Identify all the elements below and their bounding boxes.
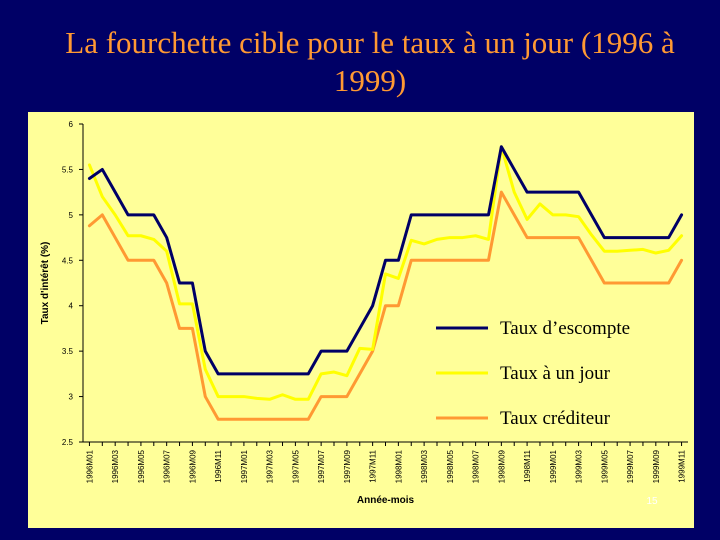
y-tick-label: 5.5 [62,165,74,174]
x-tick-label: 1999M01 [549,449,558,483]
legend-label: Taux d’escompte [500,318,630,339]
y-tick-label: 3 [69,393,74,402]
x-tick-label: 1999M11 [678,449,687,482]
y-axis-title: Taux d'intérêt (%) [40,242,51,325]
x-tick-label: 1997M09 [343,449,352,483]
x-tick-label: 1998M05 [446,449,455,483]
x-tick-label: 1996M09 [188,449,197,483]
x-tick-label: 1998M07 [472,449,481,483]
x-tick-label: 1997M07 [317,449,326,483]
series-line-taux-cr-diteur [87,190,684,421]
x-tick-label: 1996M03 [111,449,120,483]
x-tick-label: 1996M05 [137,449,146,483]
y-tick-label: 4 [69,302,74,311]
y-tick-label: 4.5 [62,256,74,265]
line-chart: 2.5 3 3.5 4 4.5 5 5.5 6 1996M01 1996M03 1996M05 199… [40,120,688,506]
y-tick-label: 5 [69,211,74,220]
x-tick-label: 1997M03 [266,449,275,483]
x-axis-title: Année-mois [357,495,415,506]
chart-area: 2.5 3 3.5 4 4.5 5 5.5 6 1996M01 1996M03 1996M05 199… [28,112,694,528]
x-tick-label: 1996M11 [214,449,223,482]
y-tick-label: 2.5 [62,438,74,447]
x-tick-label: 1997M01 [240,449,249,483]
x-tick-label: 1999M07 [626,449,635,483]
x-tick-label: 1997M11 [369,449,378,482]
x-tick-label: 1997M05 [291,449,300,483]
x-tick-label: 1996M01 [85,449,94,483]
y-tick-label: 6 [69,120,74,129]
x-tick-label: 1998M03 [420,449,429,483]
y-tick-label: 3.5 [62,347,74,356]
x-tick-label: 1996M07 [163,449,172,483]
x-tick-label: 1999M05 [600,449,609,483]
slide-title: La fourchette cible pour le taux à un jo… [65,25,675,98]
x-tick-label: 1998M11 [523,449,532,482]
x-tick-label: 1999M03 [575,449,584,483]
x-tick-label: 1999M09 [652,449,661,483]
legend-label: Taux créditeur [500,408,611,429]
series-line-taux-un-jour [87,145,684,401]
legend-label: Taux à un jour [500,363,611,384]
series-line-taux-d-escompte [87,145,684,376]
page-number: 15 [646,496,658,507]
x-tick-label: 1998M09 [497,449,506,483]
x-tick-label: 1998M01 [394,449,403,483]
